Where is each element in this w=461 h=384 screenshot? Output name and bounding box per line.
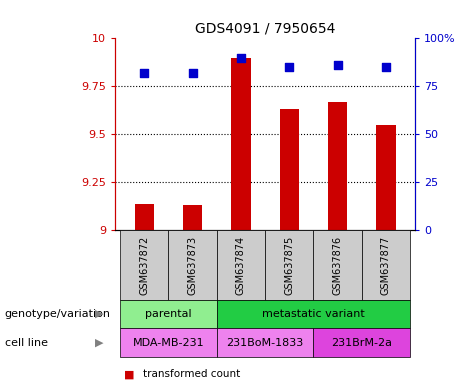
Point <box>141 70 148 76</box>
Bar <box>328 102 347 230</box>
Point <box>334 62 341 68</box>
Title: GDS4091 / 7950654: GDS4091 / 7950654 <box>195 22 335 36</box>
Text: GSM637877: GSM637877 <box>381 235 391 295</box>
Text: 231BoM-1833: 231BoM-1833 <box>226 338 304 348</box>
Text: GSM637874: GSM637874 <box>236 235 246 295</box>
Bar <box>135 204 154 230</box>
Bar <box>217 328 313 357</box>
Point <box>382 64 390 70</box>
Text: parental: parental <box>145 309 192 319</box>
Text: GSM637876: GSM637876 <box>332 235 343 295</box>
Bar <box>120 328 217 357</box>
Bar <box>376 125 396 230</box>
Bar <box>217 230 265 300</box>
Bar <box>168 230 217 300</box>
Bar <box>313 230 362 300</box>
Bar <box>217 300 410 328</box>
Point <box>189 70 196 76</box>
Point <box>285 64 293 70</box>
Text: GSM637873: GSM637873 <box>188 235 198 295</box>
Bar <box>279 109 299 230</box>
Text: genotype/variation: genotype/variation <box>5 309 111 319</box>
Text: MDA-MB-231: MDA-MB-231 <box>133 338 204 348</box>
Bar <box>313 328 410 357</box>
Text: GSM637872: GSM637872 <box>139 235 149 295</box>
Text: ▶: ▶ <box>95 309 104 319</box>
Text: GSM637875: GSM637875 <box>284 235 294 295</box>
Text: metastatic variant: metastatic variant <box>262 309 365 319</box>
Bar <box>265 230 313 300</box>
Text: 231BrM-2a: 231BrM-2a <box>331 338 392 348</box>
Bar <box>183 205 202 230</box>
Bar <box>231 58 251 230</box>
Text: ■: ■ <box>124 369 135 379</box>
Text: ▶: ▶ <box>95 338 104 348</box>
Text: cell line: cell line <box>5 338 47 348</box>
Bar <box>120 230 168 300</box>
Bar <box>120 300 217 328</box>
Bar <box>362 230 410 300</box>
Point <box>237 55 245 61</box>
Text: transformed count: transformed count <box>143 369 240 379</box>
